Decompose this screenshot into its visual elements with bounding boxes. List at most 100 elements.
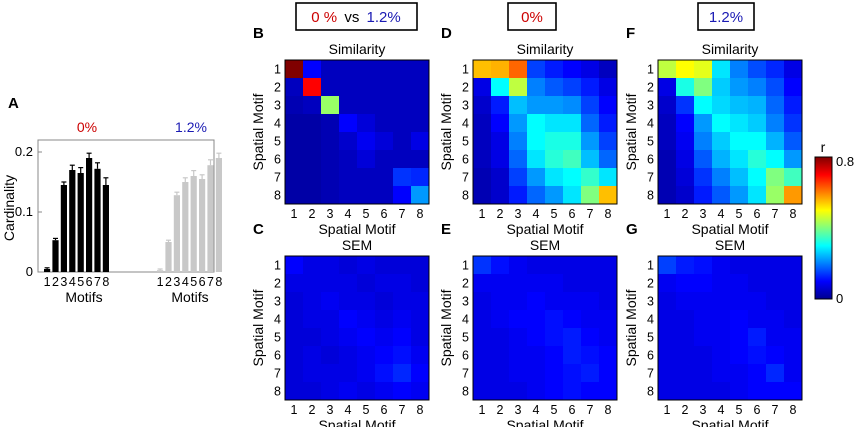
heatmap-cell: [563, 132, 582, 151]
panel-a-bar-chart: A 0% 1.2% Cardinality 00.10.21 2 3 4 5 6 7 8Mot…: [1, 95, 222, 305]
heatmap-cell: [491, 346, 510, 365]
heatmap-cell: [581, 168, 600, 187]
y-tick-label: 4: [462, 313, 469, 327]
heatmap-cell: [285, 274, 304, 293]
heatmap-cell: [375, 96, 394, 115]
panel-letter-a: A: [8, 95, 19, 112]
heatmap-cell: [712, 78, 731, 97]
y-tick-label: 4: [647, 117, 654, 131]
heatmap-cell: [491, 78, 510, 97]
heatmap-cell: [730, 256, 749, 275]
heatmap-cell: [303, 328, 322, 347]
heatmap-cell: [581, 114, 600, 133]
bar-1-2pct-motif-5: [190, 176, 197, 272]
heatmap-cell: [509, 346, 528, 365]
heatmap-cell: [491, 310, 510, 329]
heatmap-cell: [784, 78, 803, 97]
heatmap-frame: [472, 255, 618, 401]
heatmap-cell: [676, 186, 695, 205]
heatmap-cell: [491, 132, 510, 151]
y-tick-label: 3: [462, 99, 469, 113]
heatmap-cell: [581, 328, 600, 347]
heatmap-cell: [527, 382, 546, 401]
x-tick-label: 5: [736, 207, 743, 221]
heatmap-cell: [491, 364, 510, 383]
heatmap-cell: [748, 168, 767, 187]
heatmap-cell: [563, 364, 582, 383]
heatmap-cell: [303, 150, 322, 169]
heatmap-cell: [658, 132, 677, 151]
heatmap-cell: [766, 328, 785, 347]
heatmap-ylabel: Spatial Motif: [438, 289, 454, 366]
colorbar-tick-min: 0: [836, 291, 843, 306]
heatmap-cell: [676, 150, 695, 169]
y-tick-label: 5: [274, 331, 281, 345]
heatmap-cell: [563, 328, 582, 347]
heatmap-cell: [712, 256, 731, 275]
heatmap-cell: [509, 328, 528, 347]
heatmap-cell: [694, 364, 713, 383]
heatmap-cell: [676, 132, 695, 151]
heatmap-cell: [599, 60, 618, 79]
heatmap-cell: [599, 364, 618, 383]
y-tick-label: 3: [647, 295, 654, 309]
heatmap-cell: [676, 274, 695, 293]
y-tick-label: 0.2: [15, 144, 33, 159]
heatmap-cell: [321, 96, 340, 115]
heatmap-cell: [563, 310, 582, 329]
y-tick-label: 5: [647, 135, 654, 149]
heatmap-cell: [730, 168, 749, 187]
heatmap-cell: [375, 114, 394, 133]
bar-1-2pct-motif-8: [215, 158, 222, 272]
heatmap-cell: [321, 310, 340, 329]
heatmap-cell: [393, 150, 412, 169]
heatmap-xlabel: Spatial Motif: [506, 417, 583, 427]
heatmap-cell: [375, 310, 394, 329]
heatmap-cell: [357, 150, 376, 169]
x-tick-label: 1: [291, 207, 298, 221]
x-tick-label: 7: [587, 207, 594, 221]
heatmap-cell: [784, 150, 803, 169]
x-tick-label: 3: [60, 275, 67, 289]
heatmap-cell: [784, 310, 803, 329]
heatmap-cell: [563, 274, 582, 293]
colorbar-tick-max: 0.8: [836, 154, 854, 169]
heatmap-cell: [473, 150, 492, 169]
x-tick-label: 6: [199, 275, 206, 289]
x-tick-label: 4: [345, 403, 352, 417]
y-tick-label: 6: [274, 349, 281, 363]
y-tick-label: 6: [274, 153, 281, 167]
bar-0pct-motif-6: [86, 158, 93, 272]
heatmap-cell: [321, 364, 340, 383]
y-tick-label: 8: [274, 385, 281, 399]
heatmap-cell: [393, 78, 412, 97]
y-tick-label: 4: [462, 117, 469, 131]
heatmap-title: Similarity: [702, 41, 759, 57]
x-tick-label: 5: [736, 403, 743, 417]
x-tick-label: 8: [417, 207, 424, 221]
x-tick-label: 6: [381, 403, 388, 417]
heatmap-cell: [658, 346, 677, 365]
y-tick-label: 1: [462, 259, 469, 273]
heatmap-cell: [527, 78, 546, 97]
heatmap-cell: [581, 60, 600, 79]
heatmap-cell: [694, 114, 713, 133]
heatmap-cell: [393, 96, 412, 115]
heatmap-title: Similarity: [329, 41, 386, 57]
heatmap-cell: [285, 96, 304, 115]
heatmap-cell: [509, 132, 528, 151]
heatmap-cell: [357, 60, 376, 79]
heatmap-cell: [694, 292, 713, 311]
heatmap-cell: [766, 274, 785, 293]
heatmap-cell: [712, 186, 731, 205]
x-tick-label: 3: [700, 207, 707, 221]
heatmap-cell: [509, 382, 528, 401]
heatmap-cell: [658, 364, 677, 383]
x-tick-label: 7: [772, 403, 779, 417]
heatmap-cell: [712, 310, 731, 329]
heatmap-cell: [411, 346, 430, 365]
heatmap-cell: [473, 346, 492, 365]
heatmap-cell: [393, 114, 412, 133]
heatmap-cell: [545, 346, 564, 365]
